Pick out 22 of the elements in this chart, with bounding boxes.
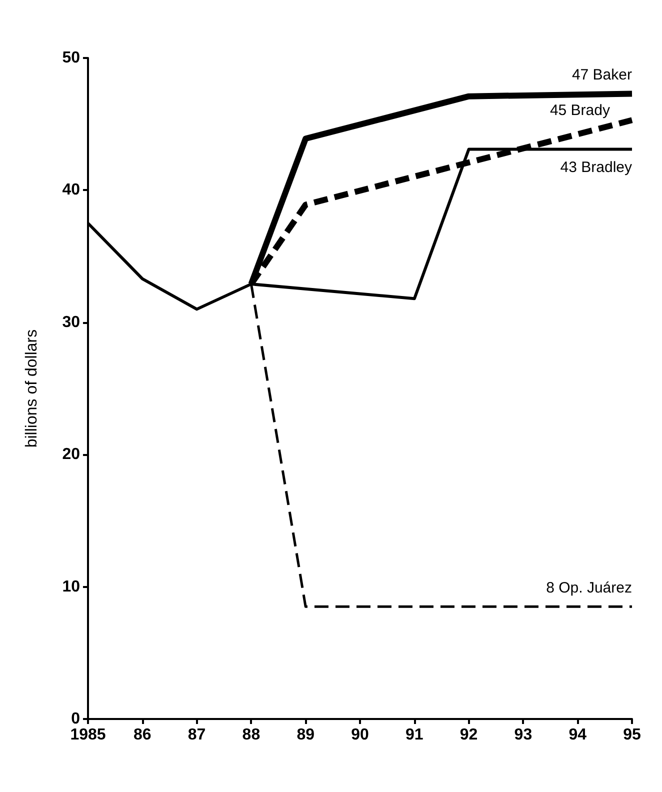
series-label: 8 Op. Juárez (546, 580, 632, 597)
x-tick-label: 1985 (70, 726, 106, 744)
y-tick-label: 0 (71, 710, 80, 728)
y-tick-label: 10 (62, 578, 80, 596)
x-tick-label: 86 (134, 726, 152, 744)
series-label: 43 Bradley (560, 159, 632, 176)
y-tick-label: 40 (62, 182, 80, 199)
x-tick-label: 91 (406, 726, 424, 744)
x-tick-label: 94 (568, 726, 587, 744)
series-label: 47 Baker (572, 66, 632, 84)
y-tick-label: 20 (62, 446, 80, 464)
series-label: 45 Brady (550, 102, 610, 120)
x-tick-label: 95 (623, 726, 641, 744)
y-tick-label: 30 (62, 314, 80, 331)
x-tick-label: 88 (242, 726, 260, 744)
y-axis-title: billions of dollars (24, 329, 40, 448)
x-tick-label: 90 (351, 726, 369, 744)
x-tick-label: 87 (188, 726, 206, 744)
x-tick-label: 93 (514, 726, 532, 744)
y-tick-label: 50 (62, 50, 80, 66)
x-tick-label: 92 (460, 726, 478, 744)
x-tick-label: 89 (296, 726, 315, 744)
